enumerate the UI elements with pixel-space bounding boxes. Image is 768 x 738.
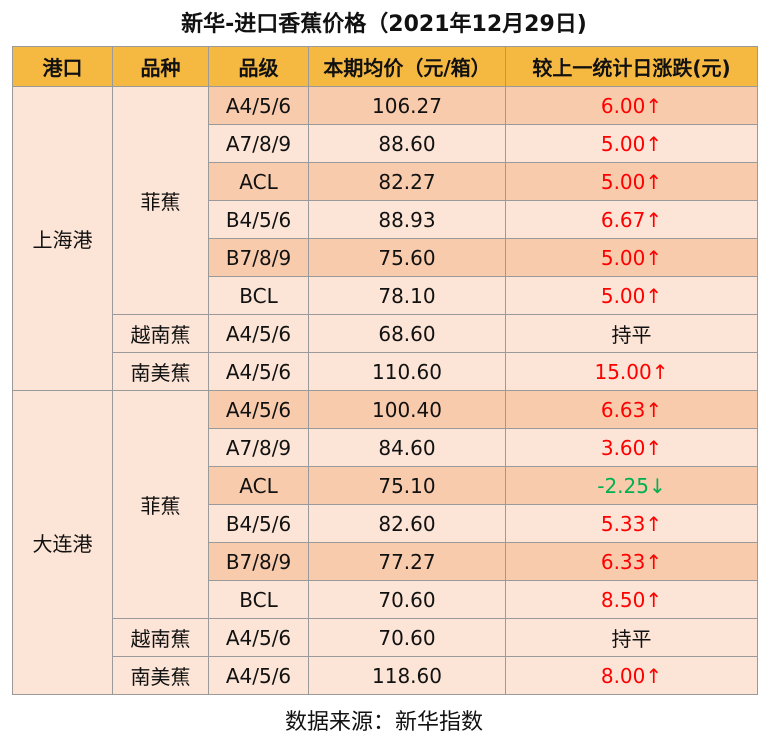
variety-cell: 菲蕉	[112, 390, 209, 619]
table-row: B7/8/9 75.60 5.00↑	[13, 238, 758, 277]
header-cell: 较上一统计日涨跌(元)	[505, 46, 758, 87]
price-cell: 106.27	[308, 86, 506, 125]
table-row: 南美蕉 A4/5/6 110.60 15.00↑	[13, 352, 758, 391]
source-note: 数据来源：新华指数	[284, 710, 483, 735]
table-row: ACL 75.10 -2.25↓	[13, 466, 758, 505]
header-cell: 品种	[112, 46, 209, 87]
port-cell: 上海港	[12, 86, 113, 391]
change-cell: 5.00↑	[505, 124, 758, 163]
change-cell: 15.00↑	[505, 352, 758, 391]
change-cell: 5.00↑	[505, 276, 758, 315]
change-cell: -2.25↓	[505, 466, 758, 505]
table-body: 上海港 菲蕉 A4/5/6 106.27 6.00↑ A7/8/9 88.60 5.00↑ AC…	[12, 86, 758, 695]
price-table: 港口 品种 品级 本期均价（元/箱） 较上一统计日涨跌(元) 上海港 菲蕉 A4/5/6 10…	[12, 46, 758, 695]
variety-cell: 菲蕉	[112, 86, 209, 315]
grade-cell: A4/5/6	[208, 390, 309, 429]
grade-cell: A4/5/6	[208, 86, 309, 125]
table-row: BCL 70.60 8.50↑	[13, 580, 758, 619]
price-cell: 88.93	[308, 200, 506, 239]
table-row: 大连港 菲蕉 A4/5/6 100.40 6.63↑	[12, 390, 758, 695]
grade-cell: ACL	[208, 162, 309, 201]
change-cell: 5.33↑	[505, 504, 758, 543]
grade-cell: B4/5/6	[208, 504, 309, 543]
change-cell: 5.00↑	[505, 162, 758, 201]
header-cell: 本期均价（元/箱）	[308, 46, 506, 87]
change-cell: 6.33↑	[505, 542, 758, 581]
port-cell: 大连港	[12, 390, 113, 695]
table-row: 越南蕉 A4/5/6 68.60 持平	[13, 314, 758, 353]
price-cell: 110.60	[308, 352, 506, 391]
price-cell: 77.27	[308, 542, 506, 581]
change-cell: 8.00↑	[505, 656, 758, 695]
price-cell: 88.60	[308, 124, 506, 163]
header-cell: 品级	[208, 46, 309, 87]
grade-cell: A4/5/6	[208, 656, 309, 695]
variety-cell: 南美蕉	[112, 352, 209, 391]
change-cell: 持平	[505, 618, 758, 657]
grade-cell: ACL	[208, 466, 309, 505]
header-cell: 港口	[12, 46, 113, 87]
grade-cell: B7/8/9	[208, 542, 309, 581]
table-row: B7/8/9 77.27 6.33↑	[13, 542, 758, 581]
grade-cell: A4/5/6	[208, 618, 309, 657]
price-cell: 75.60	[308, 238, 506, 277]
grade-cell: B7/8/9	[208, 238, 309, 277]
price-cell: 100.40	[308, 390, 506, 429]
table-row: B4/5/6 88.93 6.67↑	[13, 200, 758, 239]
grade-cell: A7/8/9	[208, 124, 309, 163]
change-cell: 5.00↑	[505, 238, 758, 277]
price-cell: 118.60	[308, 656, 506, 695]
price-cell: 78.10	[308, 276, 506, 315]
price-cell: 70.60	[308, 618, 506, 657]
grade-cell: A7/8/9	[208, 428, 309, 467]
variety-cell: 南美蕉	[112, 656, 209, 695]
title: 新华-进口香蕉价格（2021年12月29日)	[181, 12, 587, 37]
grade-cell: A4/5/6	[208, 314, 309, 353]
table-row: 南美蕉 A4/5/6 118.60 8.00↑	[13, 656, 758, 695]
table-row: B4/5/6 82.60 5.33↑	[13, 504, 758, 543]
grade-cell: BCL	[208, 580, 309, 619]
price-cell: 68.60	[308, 314, 506, 353]
change-cell: 6.67↑	[505, 200, 758, 239]
table-row: ACL 82.27 5.00↑	[13, 162, 758, 201]
price-cell: 75.10	[308, 466, 506, 505]
header-row: 港口 品种 品级 本期均价（元/箱） 较上一统计日涨跌(元)	[12, 46, 758, 87]
change-cell: 3.60↑	[505, 428, 758, 467]
price-cell: 82.27	[308, 162, 506, 201]
grade-cell: B4/5/6	[208, 200, 309, 239]
change-cell: 6.00↑	[505, 86, 758, 125]
table-row: 上海港 菲蕉 A4/5/6 106.27 6.00↑	[12, 86, 758, 391]
price-cell: 82.60	[308, 504, 506, 543]
variety-cell: 越南蕉	[112, 618, 209, 657]
variety-cell: 越南蕉	[112, 314, 209, 353]
grade-cell: A4/5/6	[208, 352, 309, 391]
change-cell: 6.63↑	[505, 390, 758, 429]
change-cell: 持平	[505, 314, 758, 353]
table-row: 越南蕉 A4/5/6 70.60 持平	[13, 618, 758, 657]
change-cell: 8.50↑	[505, 580, 758, 619]
grade-cell: BCL	[208, 276, 309, 315]
price-cell: 70.60	[308, 580, 506, 619]
price-cell: 84.60	[308, 428, 506, 467]
